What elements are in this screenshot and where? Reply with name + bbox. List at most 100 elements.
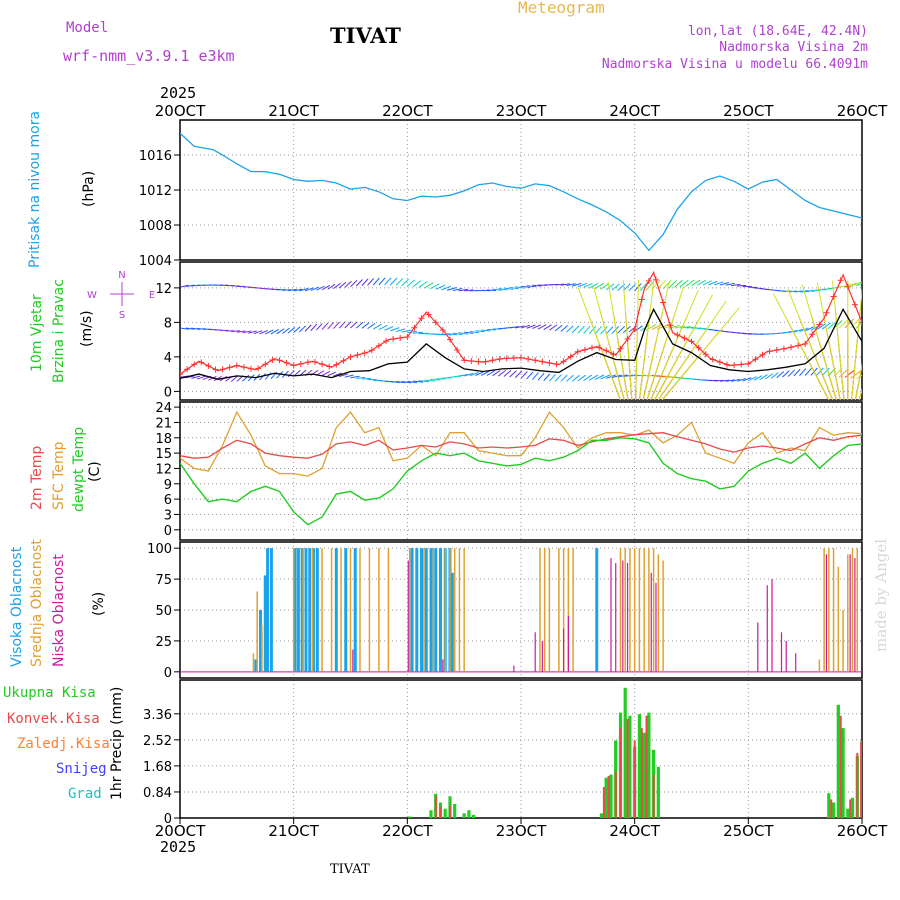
wind-gust-marker [425,311,432,318]
wind-arrow-row-12 [691,279,701,287]
precip-bar-total [462,813,466,818]
x-tick-label-bottom: 26OCT [837,822,888,840]
wind-gust-marker [432,319,439,326]
wind-gust-marker [653,276,659,283]
wind-arrow-row-12 [719,282,730,286]
wind-arrow-row-12 [788,290,798,293]
wind-arrow-row-8 [571,325,580,334]
wind-gust-marker [773,347,780,353]
precip-bar-total [429,810,433,818]
y-tick-label: 0 [164,812,172,827]
precip-bar-convective [619,728,622,818]
wind-arrow-row-12 [509,286,519,290]
wind-arrow-row-2 [793,368,801,377]
precip-bar-total [850,797,855,818]
wind-gust-marker [354,351,361,358]
wind-arrow-row-2 [549,373,556,382]
wind-arrow-row-8 [509,326,519,329]
y-tick-label: 24 [155,401,172,416]
model-name: wrf-nmm_v3.9.1 e3km [63,47,235,65]
model-altitude-label: Nadmorska Visina u modelu 66.4091m [601,57,868,72]
wind-arrow-row-12 [299,288,309,292]
wind-gust-marker [546,359,553,366]
wind-arrow-row-2 [526,371,534,380]
wind-arrow-row-2 [719,379,730,382]
wind-arrow-row-12 [731,283,741,287]
y-tick-label: 1008 [139,219,172,234]
wind-arrow-row-8 [287,327,296,334]
wind-gust-marker [603,347,610,354]
precip-bar-total [443,808,447,818]
wind-arrow-row-2 [401,380,412,384]
y-tick-label: 0.84 [143,786,172,801]
wind-gust-marker [851,301,858,308]
wind-gust-marker [240,364,247,371]
wind-arrow-row-12 [645,281,655,291]
x-tick-label-bottom: 24OCT [609,822,660,840]
precip-bar-total [647,712,651,818]
wind-arrow-row-12 [594,282,604,290]
wind-arrow-row-2 [742,377,752,382]
wind-arrow-row-2 [554,374,562,382]
wind-gust-marker [624,336,631,342]
wind-arrow-row-8 [583,325,591,334]
wind-arrow-row-8 [378,324,388,331]
wind-arrow-row-2 [509,370,517,378]
compass-e-label: E [149,290,155,301]
wind-arrow-row-12 [316,285,325,291]
wind-arrow-row-2 [725,379,735,382]
wind-speed-line [180,307,862,380]
wind-arrow-row-12 [327,283,336,290]
x-tick-label-top: 21OCT [268,102,319,120]
wind-arrow-row-2 [480,370,490,376]
wind-gust-marker [475,358,482,365]
wind-arrow-row-8 [401,329,412,333]
wind-gust-marker [667,322,674,329]
wind-gust-marker [695,344,702,351]
wind-gust-marker [368,347,375,354]
wind-arrow-row-8 [526,324,536,329]
precip-bar-total [656,766,660,818]
wind-arrow-row-12 [856,282,862,287]
wind-gust-marker [859,319,862,326]
wind-arrow-row-12 [180,284,189,288]
wind-gust-marker [567,353,574,360]
wind-arrow-row-2 [503,370,512,377]
wind-fan-arrow [787,288,834,400]
wind-gust-marker [766,348,773,355]
wind-gust-marker [375,342,382,349]
wind-gust-marker [553,361,560,368]
precip-bar-convective [602,787,605,818]
wind-gust-marker [390,336,397,342]
wind-arrow-row-2 [531,372,539,380]
wind-arrow-row-12 [628,283,637,292]
y-tick-label: 50 [155,604,172,619]
wind-arrow-row-2 [844,369,856,378]
wind-fan-arrow [657,300,727,400]
wind-arrow-row-8 [265,329,274,335]
wind-arrow-row-8 [304,324,312,332]
wind-arrow-row-2 [356,376,366,379]
wind-arrow-row-12 [526,285,536,288]
wind-gust-marker [539,358,546,365]
wind-arrow-row-2 [407,380,417,384]
wind-arrow-row-2 [321,370,331,376]
y-tick-label: 18 [155,432,172,447]
wind-arrow-row-2 [770,372,779,379]
wind-arrow-row-2 [560,374,568,382]
wind-arrow-row-8 [344,321,352,329]
wind-arrow-row-8 [838,319,849,329]
wind-arrow-row-8 [447,333,457,336]
wind-gust-marker [844,283,851,290]
wind-arrow-row-8 [180,327,189,330]
wind-gust-marker [297,360,304,367]
wind-arrow-row-8 [560,325,569,332]
wind-arrow-row-8 [634,325,643,332]
wind-gust-marker [447,336,453,343]
precip-bar-convective [860,742,862,818]
precip-bar-convective [633,740,636,818]
wind-arrow-row-12 [674,279,683,288]
wind-arrow-row-12 [839,283,852,288]
wind-gust-marker [809,331,816,338]
precip-label-frozen: Zaledj.Kisa [17,736,110,752]
